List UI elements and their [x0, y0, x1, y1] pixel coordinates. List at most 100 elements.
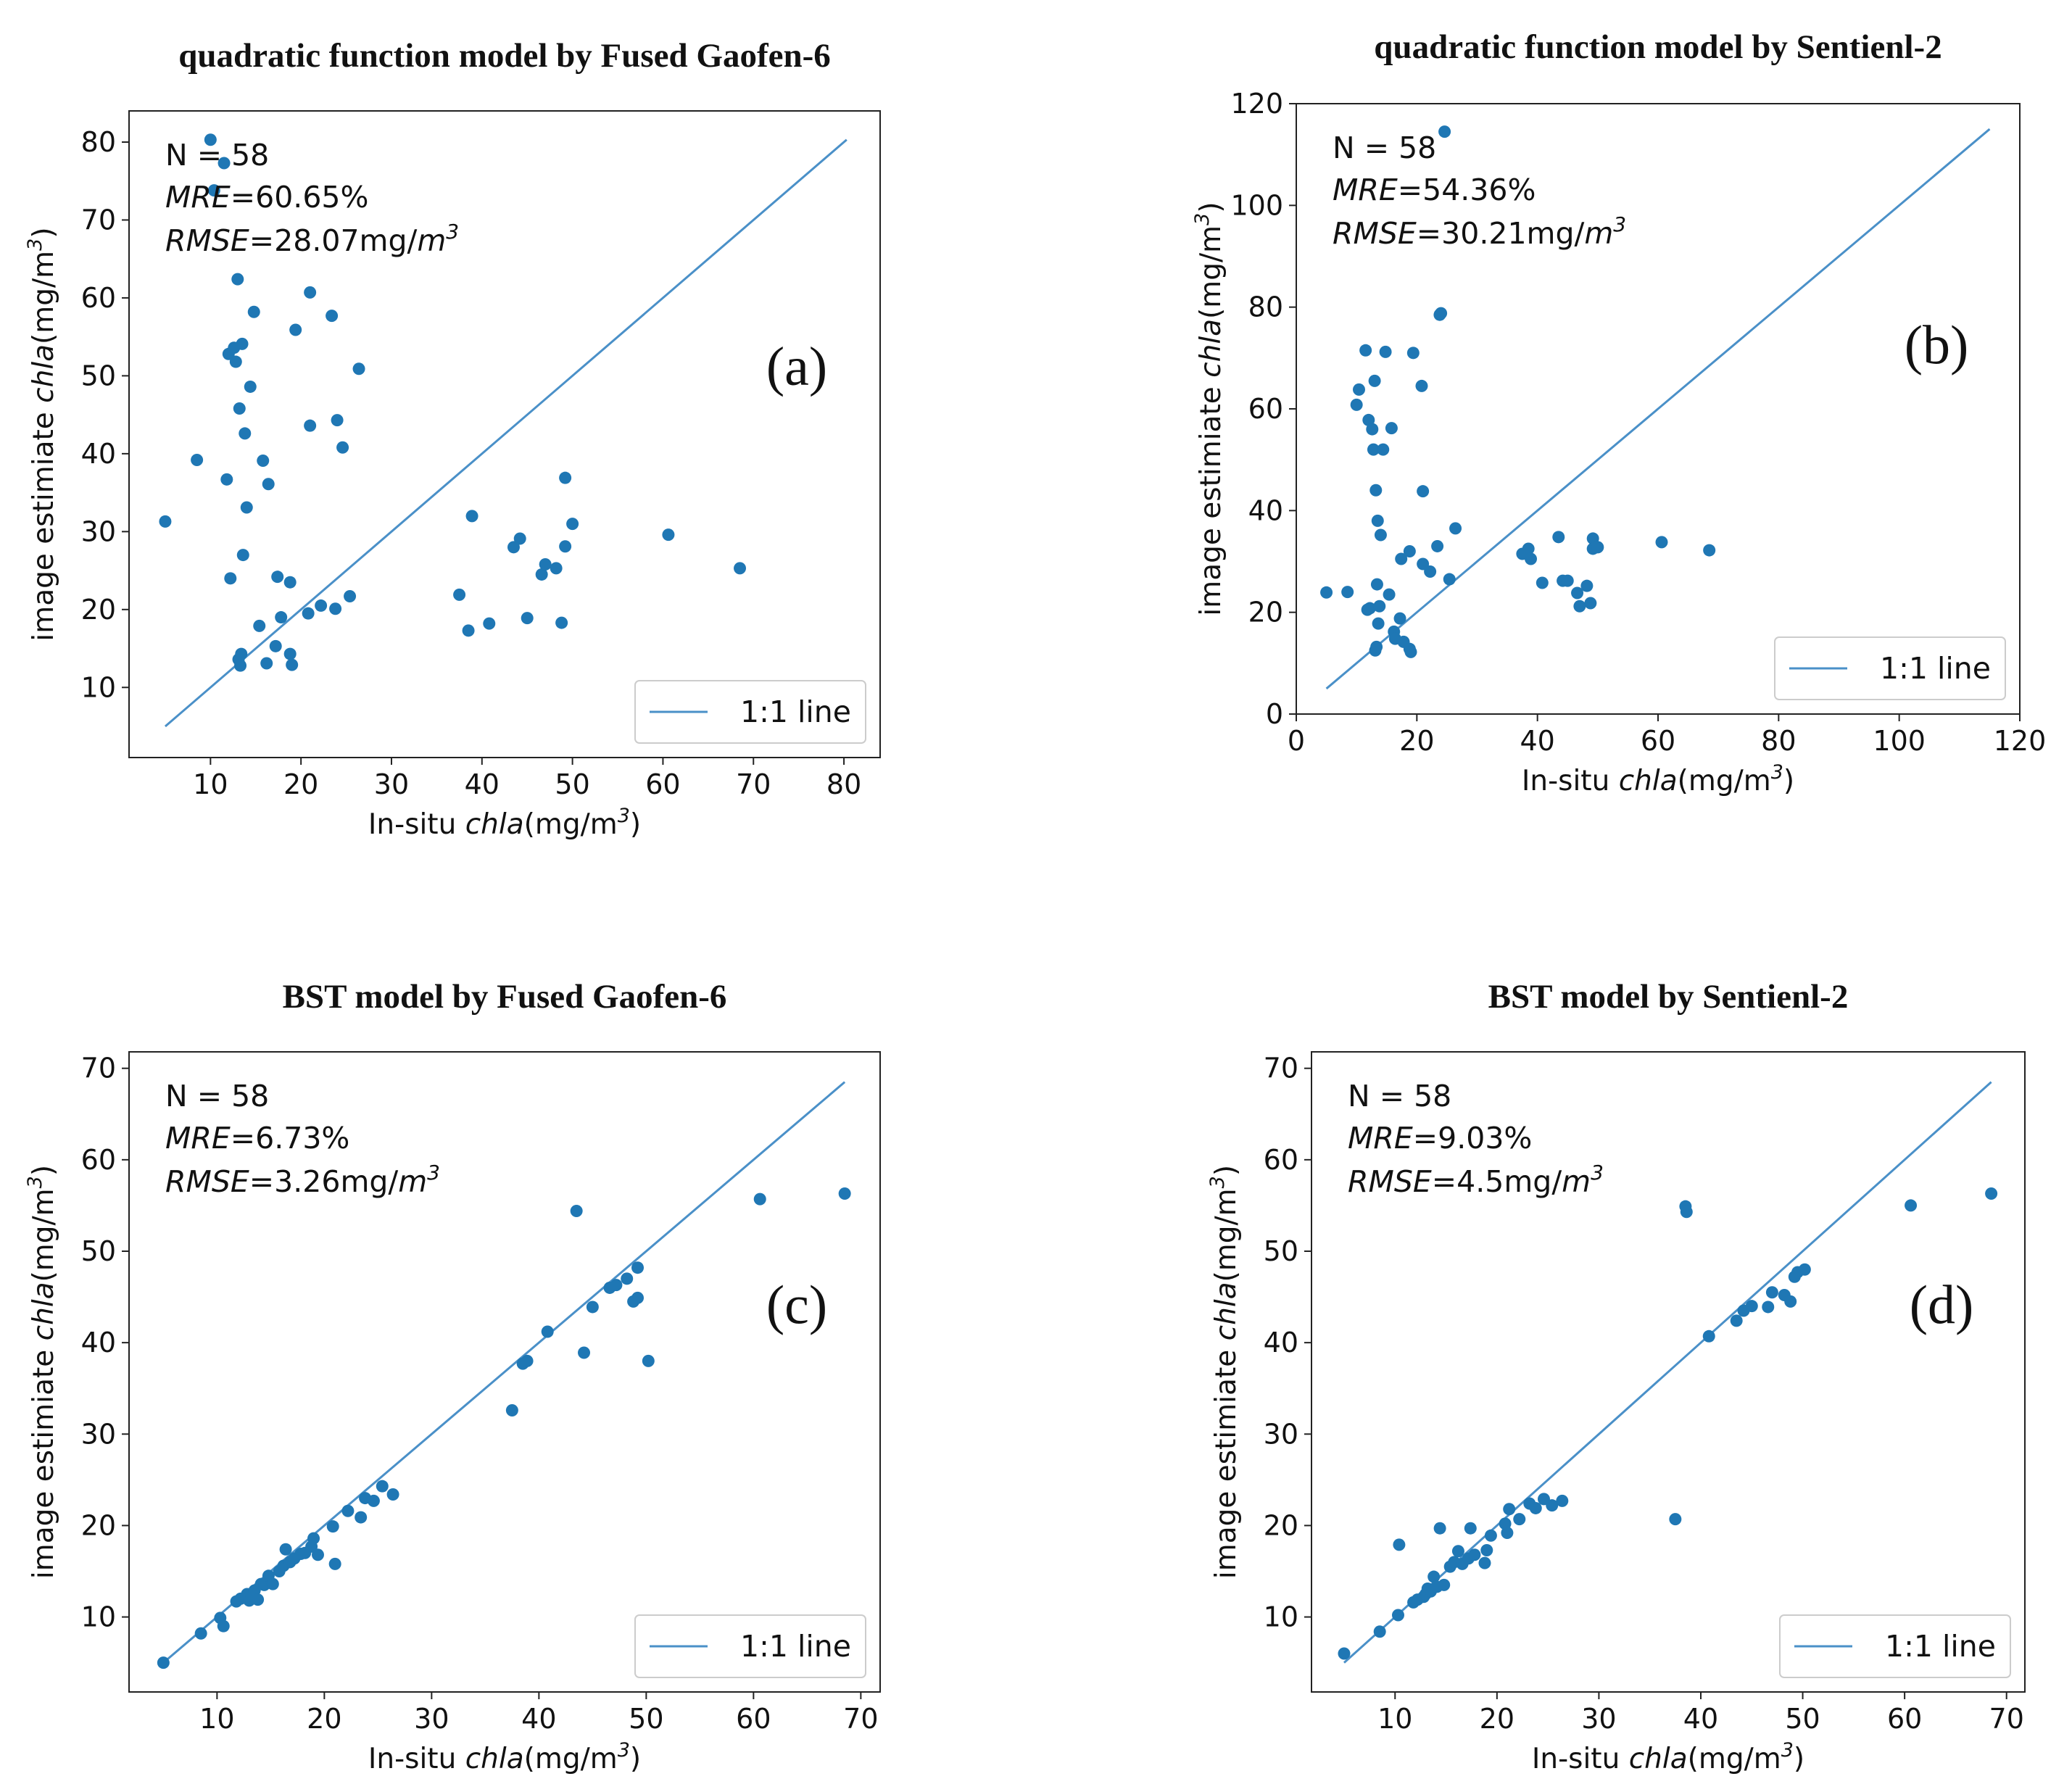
panel-1-point-24 [260, 657, 273, 670]
legend-box [1779, 1614, 2011, 1678]
panel-2-point-34 [1417, 485, 1430, 498]
panel-3-point-34 [505, 1403, 518, 1416]
panel-2-point-2 [1341, 586, 1354, 599]
x-tick-label: 80 [1761, 725, 1796, 757]
panel-4-point-37 [1702, 1330, 1715, 1343]
panel-4: BST model by Sentienl-2 10 20 30 40 50 60 70 10 2… [1206, 978, 2026, 1775]
panel-1-point-57 [662, 528, 675, 542]
panel-1-point-45 [465, 510, 478, 523]
y-tick-label: 20 [1264, 1509, 1298, 1541]
panel-2-stat-n: N = 58 [1333, 130, 1436, 165]
panel-3-stat-n: N = 58 [165, 1079, 269, 1113]
panel-1-point-51 [539, 557, 552, 571]
panel-2-point-11 [1367, 443, 1380, 456]
panel-1-point-27 [271, 571, 284, 584]
panel-2-point-5 [1359, 344, 1372, 357]
panel-2-x-axis-label: In-situ chla(mg/m3) [1522, 761, 1794, 797]
x-tick-label: 120 [1994, 725, 2047, 757]
panel-1-y-axis-label: image estimiate chla(mg/m3) [24, 227, 60, 641]
panel-2-point-4 [1352, 383, 1365, 396]
x-tick-label: 70 [736, 768, 771, 800]
y-tick-label: 50 [81, 360, 116, 391]
y-tick-label: 70 [81, 1053, 116, 1084]
panel-1-one-to-one-line [164, 138, 848, 728]
panel-1-point-21 [247, 305, 260, 318]
panel-3-point-1 [157, 1656, 170, 1669]
panel-1-point-20 [244, 380, 257, 393]
panel-1-point-48 [513, 532, 526, 545]
x-tick-label: 10 [1377, 1703, 1412, 1735]
panel-4-point-13 [1433, 1522, 1446, 1535]
y-tick-label: 40 [81, 438, 116, 470]
panel-2-point-57 [1655, 536, 1668, 549]
panel-1-letter-label: (a) [766, 336, 827, 397]
panel-4-point-30 [1529, 1501, 1542, 1514]
panel-3-point-11 [252, 1593, 265, 1606]
panel-4-point-47 [1798, 1263, 1811, 1276]
panel-3-point-42 [610, 1279, 623, 1292]
legend-label: 1:1 line [740, 1629, 851, 1664]
y-tick-label: 70 [81, 204, 116, 236]
panel-4-point-28 [1513, 1513, 1526, 1526]
panel-1-point-37 [326, 310, 339, 323]
y-tick-label: 20 [81, 1509, 116, 1541]
panel-1-point-10 [231, 273, 244, 286]
legend-label: 1:1 line [1885, 1629, 1996, 1664]
panel-3-y-axis-label: image estimiate chla(mg/m3) [24, 1165, 60, 1579]
panel-1-point-26 [269, 639, 282, 652]
panel-2-point-40 [1438, 125, 1451, 138]
panel-4-point-22 [1478, 1556, 1491, 1569]
panel-2-point-8 [1363, 602, 1376, 615]
panel-2-point-32 [1406, 347, 1420, 360]
panel-2-y-axis-label: image estimiate chla(mg/m3) [1191, 202, 1227, 615]
panel-1-point-50 [535, 568, 548, 581]
panel-1-point-34 [304, 419, 317, 432]
panel-3-legend: 1:1 line [634, 1614, 866, 1678]
panel-2-point-50 [1571, 586, 1584, 600]
panel-4-point-23 [1480, 1543, 1493, 1556]
panel-4-point-27 [1503, 1503, 1516, 1516]
y-tick-label: 10 [81, 671, 116, 703]
y-tick-label: 50 [81, 1235, 116, 1267]
x-tick-label: 40 [465, 768, 500, 800]
panel-4-point-1 [1338, 1647, 1351, 1660]
panel-2-point-10 [1368, 374, 1381, 387]
panel-2-point-15 [1370, 640, 1383, 653]
panel-2-point-3 [1350, 398, 1363, 411]
panel-1-point-5 [217, 157, 231, 170]
panel-4-stat-rmse: RMSE=4.5mg/m3 [1348, 1161, 1604, 1199]
panel-1-point-32 [289, 323, 302, 336]
x-tick-label: 40 [1520, 725, 1554, 757]
panel-2-point-37 [1431, 539, 1444, 552]
panel-2-point-9 [1366, 423, 1379, 436]
panel-4-y-axis-label: image estimiate chla(mg/m3) [1206, 1165, 1243, 1579]
panel-1-point-15 [234, 659, 247, 672]
panel-4-point-33 [1556, 1494, 1569, 1507]
y-tick-label: 80 [1248, 291, 1283, 323]
panel-1-point-53 [555, 616, 568, 629]
panel-1-stat-rmse: RMSE=28.07mg/m3 [165, 220, 459, 258]
x-tick-label: 20 [283, 768, 318, 800]
y-tick-label: 0 [1266, 698, 1283, 730]
x-tick-label: 10 [199, 1703, 234, 1735]
panel-2-point-52 [1580, 579, 1594, 592]
panel-4-legend: 1:1 line [1779, 1614, 2011, 1678]
panel-4-point-41 [1762, 1301, 1775, 1314]
panel-2-point-30 [1403, 544, 1416, 557]
x-tick-label: 70 [1989, 1703, 2024, 1735]
panel-2-point-45 [1525, 552, 1538, 565]
panel-1-point-2 [191, 453, 204, 466]
panel-3-point-40 [586, 1301, 599, 1314]
x-tick-label: 50 [555, 768, 589, 800]
panel-1: quadratic function model by Fused Gaofen… [24, 37, 881, 841]
panel-1-point-18 [239, 427, 252, 440]
legend-box [634, 1614, 866, 1678]
panel-1-point-25 [262, 478, 275, 491]
panel-1-point-36 [315, 599, 328, 612]
panel-2-point-51 [1573, 600, 1586, 613]
panel-4-point-49 [1985, 1187, 1998, 1200]
panel-2-point-20 [1377, 443, 1390, 456]
panel-4-point-38 [1730, 1314, 1743, 1327]
panel-1-point-54 [559, 471, 572, 484]
panel-2-point-18 [1373, 600, 1386, 613]
